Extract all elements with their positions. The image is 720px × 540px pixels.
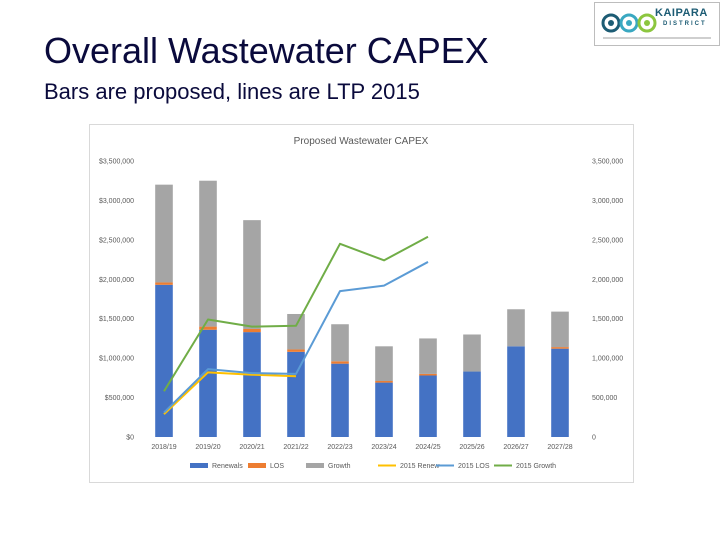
legend-swatch-los (248, 463, 266, 468)
bar-growth (375, 346, 393, 382)
left-axis-tick-label: $2,500,000 (99, 237, 134, 244)
bar-los (331, 361, 349, 364)
bar-renewals (507, 346, 525, 437)
bar-renewals (243, 332, 261, 437)
bar-growth (419, 338, 437, 374)
left-axis-tick-label: $3,500,000 (99, 159, 134, 166)
x-axis-category-label: 2020/21 (239, 444, 264, 451)
bar-renewals (287, 351, 305, 437)
legend-label-growth: Growth (328, 463, 351, 470)
left-axis-tick-label: $3,000,000 (99, 198, 134, 205)
x-axis-category-label: 2025/26 (459, 444, 484, 451)
legend-label-renewals: Renewals (212, 463, 243, 470)
right-axis-tick-label: 0 (592, 435, 596, 442)
bar-growth (155, 184, 173, 283)
x-axis-category-label: 2018/19 (151, 444, 176, 451)
x-axis-category-label: 2027/28 (547, 444, 572, 451)
right-axis-tick-label: 500,000 (592, 395, 617, 402)
bar-los (551, 347, 569, 349)
bar-renewals (199, 329, 217, 437)
slide-title: Overall Wastewater CAPEX (44, 30, 489, 71)
bar-los (375, 381, 393, 383)
right-axis-tick-label: 1,000,000 (592, 356, 623, 363)
x-axis-category-label: 2024/25 (415, 444, 440, 451)
wastewater-capex-chart: Proposed Wastewater CAPEX $0 $500,000 $1,0… (99, 136, 623, 470)
bar-growth (331, 324, 349, 362)
bar-renewals (375, 382, 393, 437)
chart-frame: Proposed Wastewater CAPEX $0 $500,000 $1,0… (89, 124, 634, 483)
chart-title: Proposed Wastewater CAPEX (294, 136, 429, 147)
line-2015-renew (163, 371, 297, 415)
right-axis-tick-label: 2,000,000 (592, 277, 623, 284)
legend-swatch-renewals (190, 463, 208, 468)
bar-growth (243, 220, 261, 329)
right-axis-tick-label: 3,500,000 (592, 159, 623, 166)
bar-growth (463, 334, 481, 372)
kaipara-logo: KAIPARA DISTRICT (594, 2, 720, 46)
line-2015-los (163, 261, 429, 414)
bar-growth (199, 180, 217, 327)
bar-renewals (331, 363, 349, 437)
left-axis-tick-label: $1,000,000 (99, 356, 134, 363)
slide-subtitle: Bars are proposed, lines are LTP 2015 (44, 79, 420, 104)
left-axis-tick-label: $0 (126, 435, 134, 442)
legend-swatch-growth (306, 463, 324, 468)
bar-los (419, 373, 437, 376)
bar-renewals (551, 348, 569, 437)
bar-los (287, 349, 305, 352)
logo-brand-text: KAIPARA (655, 7, 708, 19)
right-axis-tick-label: 2,500,000 (592, 237, 623, 244)
logo-sub-text: DISTRICT (663, 21, 707, 27)
x-axis-category-label: 2023/24 (371, 444, 396, 451)
right-axis-tick-label: 3,000,000 (592, 198, 623, 205)
left-axis-tick-label: $500,000 (105, 395, 134, 402)
line-2015-growth (163, 235, 429, 392)
legend-label-los: LOS (270, 463, 284, 470)
bar-los (243, 328, 261, 333)
left-axis-tick-label: $2,000,000 (99, 277, 134, 284)
bar-growth (287, 313, 305, 350)
bar-los (199, 326, 217, 330)
legend-label-2015-growth: 2015 Growth (516, 463, 556, 470)
logo-tagline-rule (603, 37, 711, 39)
x-axis-category-label: 2021/22 (283, 444, 308, 451)
bar-growth (507, 309, 525, 347)
bar-los (155, 282, 173, 285)
left-axis-tick-label: $1,500,000 (99, 316, 134, 323)
kaipara-swirl-logo-icon (601, 13, 657, 33)
x-axis-category-label: 2022/23 (327, 444, 352, 451)
right-axis-tick-label: 1,500,000 (592, 316, 623, 323)
bar-renewals (463, 371, 481, 437)
legend-label-2015-renew: 2015 Renew (400, 463, 440, 470)
bar-growth (551, 311, 569, 348)
legend-label-2015-los: 2015 LOS (458, 463, 490, 470)
bar-renewals (155, 284, 173, 437)
x-axis-category-label: 2026/27 (503, 444, 528, 451)
x-axis-category-label: 2019/20 (195, 444, 220, 451)
bar-renewals (419, 375, 437, 437)
